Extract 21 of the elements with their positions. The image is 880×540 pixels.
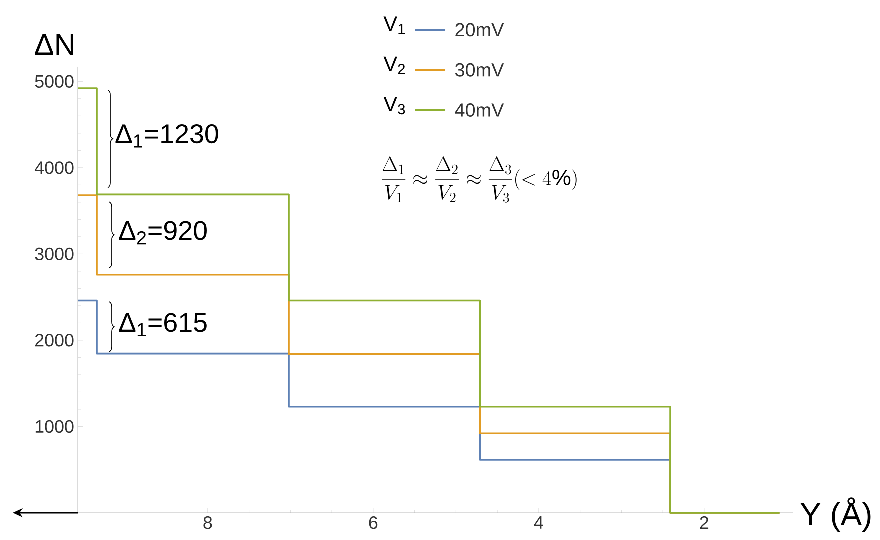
annotation: $\frac{\Delta_1}{V_1}\approx\frac{\Delta_2}{V_2}\approx\frac{\Delta_3}{V_3}(<4\%)$: [382, 156, 577, 203]
legend-label: 30mV: [455, 63, 504, 77]
y-tick-label: 5000: [35, 75, 74, 88]
y-axis-title: ΔN: [35, 34, 74, 55]
legend-label: 40mV: [455, 104, 504, 117]
annotation: V$_{3}$: [384, 96, 406, 115]
x-tick-label: 2: [700, 516, 709, 530]
annotation: V$_{2}$: [384, 56, 405, 74]
annotation: Δ$_{1}$=1230: [116, 124, 218, 148]
y-tick-label: 2000: [35, 334, 74, 347]
annotation: Δ$_{2}$=920: [119, 221, 207, 245]
y-tick-label: 1000: [36, 420, 74, 434]
x-tick-label: 8: [204, 516, 212, 530]
y-tick-label: 4000: [34, 162, 74, 174]
annotation: Δ$_{1}$=615: [119, 313, 207, 336]
x-tick-label: 4: [534, 516, 544, 529]
y-tick-label: 3000: [35, 248, 74, 261]
x-tick-label: 6: [369, 516, 378, 530]
legend-label: 20mV: [456, 23, 504, 37]
x-axis-title: Y (Å): [800, 498, 871, 532]
text: V$_{1}$: [384, 16, 406, 34]
